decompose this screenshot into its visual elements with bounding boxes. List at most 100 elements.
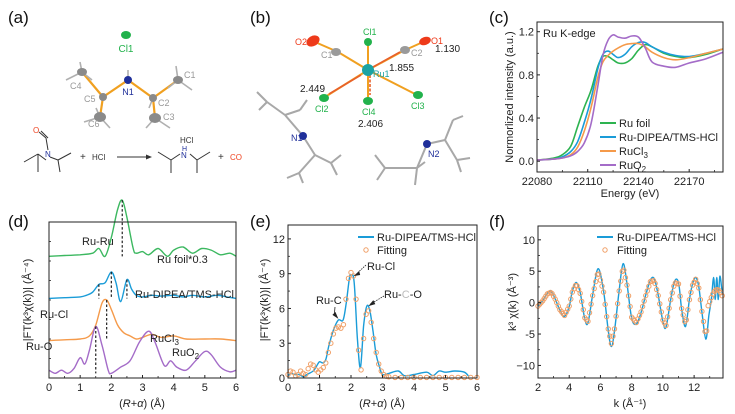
chart-f-fitting-point	[627, 303, 633, 310]
chart-e-xlabel: (R+α) (Å)	[359, 397, 405, 410]
chart-c-xtick-label: 22140	[623, 176, 654, 188]
reaction-arrow	[117, 154, 152, 160]
reactant-formamide	[23, 130, 72, 173]
chart-c-legend-label: Ru-DIPEA/TMS-HCl	[619, 132, 718, 144]
chart-d-series-label: Ru foil*0.3	[157, 254, 208, 266]
chart-e-fitting-point	[305, 366, 311, 372]
n2-cation-atom	[423, 140, 431, 148]
n1-atom	[124, 76, 132, 84]
chart-f-fitting-point	[618, 278, 624, 284]
chart-e-legend-label: Fitting	[377, 245, 407, 257]
plus-sign-1: +	[80, 152, 86, 163]
chart-f-series-ru-dipea-tms-hcl	[537, 262, 723, 348]
cl4-label: Cl4	[362, 107, 376, 117]
chart-c-series-ru-foil	[536, 43, 724, 161]
chart-e-fitting-point	[363, 311, 369, 317]
chart-e-annotation-ru-c-o: Ru-C-O	[384, 289, 422, 301]
chart-c-ytick-label: 1.2	[519, 27, 534, 39]
c4-atom	[77, 68, 87, 76]
c6-label: C6	[88, 119, 100, 129]
cl2-atom	[319, 94, 329, 102]
chart-f-fitting-point	[664, 314, 671, 320]
chart-e-fitting-point	[386, 374, 392, 380]
chart-e-arrowhead	[368, 300, 376, 307]
chart-e-fitting-point	[328, 340, 334, 346]
panel-b-crystal-structure: O2 O1 C1 C2 Cl1 Cl2 Cl3 Cl4 Ru1 1.130 1.…	[256, 27, 471, 186]
chart-e-ytick-label: 12	[273, 234, 285, 246]
chart-e-xtick-label: 2	[348, 382, 354, 394]
c1-label: C1	[184, 70, 196, 80]
chart-f-fitting-point	[658, 309, 665, 315]
cl3-atom	[413, 91, 423, 99]
chart-d-peak-annotation: Ru-Ru	[82, 236, 114, 248]
chart-f-fitting-point	[611, 326, 618, 332]
chart-f-xtick-label: 12	[688, 382, 700, 394]
panel-c-label: (c)	[489, 8, 509, 27]
chart-c-legend-label: RuO2	[619, 160, 647, 174]
chart-f-fitting-point	[657, 301, 663, 307]
chart-f-fitting-point	[614, 300, 621, 307]
chart-f-fitting-point	[625, 293, 632, 299]
chart-f-fitting-point	[591, 285, 597, 292]
chart-f-fitting-point	[697, 297, 704, 303]
chart-d-xtick-label: 4	[171, 382, 177, 394]
chart-e-fitting-point	[376, 361, 382, 367]
n1-label: N1	[122, 87, 134, 97]
c6-atom	[94, 112, 106, 122]
chart-c-annotation: Ru K-edge	[543, 28, 596, 40]
chart-d-xlabel: (R+α) (Å)	[119, 397, 165, 410]
chart-f-fitting-point	[663, 322, 669, 329]
chart-f-fitting-point	[596, 271, 602, 277]
chart-e-xtick-label: 3	[379, 382, 385, 394]
chart-d-ylabel: |FT(k³χ(k))| (Å⁻⁴)	[21, 259, 34, 342]
chart-c-xlabel: Energy (eV)	[601, 188, 660, 200]
panel-a-crystal-structure: Cl1 N1 C1 C2 C3 C4 C5 C6	[23, 31, 242, 173]
c2-label: C2	[411, 48, 423, 58]
chart-d-xtick-label: 2	[108, 382, 114, 394]
chart-f-fitting-point	[652, 280, 658, 287]
distance-ru-cl2: 2.449	[300, 84, 325, 95]
chart-f-fitting-point	[639, 303, 646, 310]
chart-f-fitting-point	[549, 290, 555, 297]
chart-c-xtick-label: 22080	[522, 176, 553, 188]
chart-f-xtick-label: 8	[629, 382, 635, 394]
chart-f-fitting-point	[650, 277, 657, 284]
chart-f-fitting-point	[603, 313, 610, 320]
chart-e-fitting-point	[417, 374, 423, 381]
chart-f-fitting-point	[688, 289, 694, 296]
chart-d-series-ruo2	[48, 325, 237, 375]
chart-f-fitting-point	[703, 328, 710, 334]
chart-f-ytick-label: −10	[516, 360, 535, 372]
c2-atom	[149, 94, 157, 102]
chart-c-ytick-label: 0.0	[519, 156, 534, 168]
chart-e-fitting-point	[378, 368, 384, 374]
chart-e-ytick-label: 9	[279, 269, 285, 281]
chart-e-xtick-label: 5	[442, 382, 448, 394]
n1-cation-atom	[299, 132, 307, 140]
formamide-n-label: N	[45, 150, 51, 159]
amine-n-label: N	[181, 151, 187, 160]
chart-c-xtick-label: 22170	[674, 176, 705, 188]
chart-e-fitting-point	[345, 275, 352, 282]
chart-f-fitting-point	[568, 296, 574, 302]
ru1-label: Ru1	[373, 69, 390, 79]
c1-label: C1	[321, 50, 333, 60]
chart-e-ytick-label: 0	[279, 373, 285, 385]
chart-f-fitting-point	[613, 313, 619, 319]
chart-f-fitting-point	[597, 277, 604, 283]
chart-e-fitting-point	[373, 349, 379, 356]
chart-e-fitting-point	[449, 374, 455, 381]
chart-c-frame	[536, 21, 724, 173]
chart-f-fitting-point	[608, 340, 615, 347]
chart-f-fitting-point	[719, 292, 725, 299]
ru1-atom	[362, 64, 374, 76]
chart-e-xtick-label: 1	[316, 382, 322, 394]
panel-d-label: (d)	[8, 212, 29, 231]
chart-f-fitting-point	[607, 333, 613, 339]
chart-f-ytick-label: 0	[529, 298, 535, 310]
chart-e-fitting-point	[368, 319, 374, 326]
chart-d-xtick-label: 1	[77, 382, 83, 394]
